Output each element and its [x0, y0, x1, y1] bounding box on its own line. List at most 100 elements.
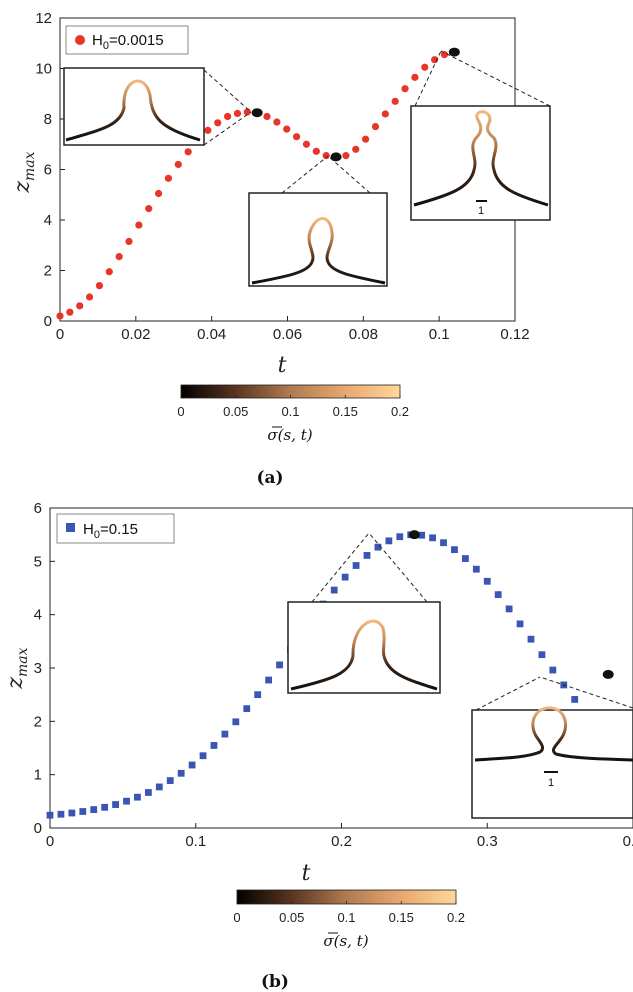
data-point — [462, 555, 469, 562]
data-point — [106, 268, 113, 275]
x-tick-label: 0.1 — [429, 326, 450, 343]
data-point — [342, 574, 349, 581]
data-point — [125, 238, 132, 245]
data-point — [331, 587, 338, 594]
colorbar-tick-label: 0.1 — [337, 910, 355, 925]
colorbar-label-a: σ(s, t) — [267, 426, 312, 444]
data-point — [178, 770, 185, 777]
y-tick-label: 4 — [34, 607, 42, 624]
x-tick-label: 0.12 — [500, 326, 529, 343]
colorbar-b: 0 0.05 0.1 0.15 0.2 σ(s, t) — [233, 890, 465, 950]
data-point — [263, 113, 270, 120]
y-tick-label: 3 — [34, 660, 42, 677]
x-tick-label: 0.3 — [477, 833, 498, 850]
data-point — [528, 636, 535, 643]
data-point — [232, 718, 239, 725]
data-point — [254, 691, 261, 698]
data-point — [539, 651, 546, 658]
data-point — [549, 667, 556, 674]
data-point — [517, 620, 524, 627]
data-point — [429, 534, 436, 541]
x-tick-label: 0.08 — [349, 326, 378, 343]
highlighted-point — [331, 152, 342, 161]
data-point — [155, 190, 162, 197]
y-tick-label: 0 — [34, 820, 42, 837]
data-point — [440, 539, 447, 546]
data-point — [204, 127, 211, 134]
data-point — [506, 606, 513, 613]
colorbar-tick-label: 0.2 — [391, 404, 409, 419]
data-point — [362, 136, 369, 143]
data-point — [234, 110, 241, 117]
inset-shape-b2: 1 — [472, 708, 633, 818]
data-point — [372, 123, 379, 130]
y-tick-label: 6 — [34, 500, 42, 517]
data-point — [86, 293, 93, 300]
panel-b: 0 0.1 0.2 0.3 0.4 0 1 2 3 4 5 6 H0=0.15 t zmax — [3, 500, 633, 992]
scale-bar-label-a: 1 — [478, 205, 484, 217]
y-tick-label: 8 — [44, 111, 52, 128]
data-point — [90, 806, 97, 813]
data-point — [243, 705, 250, 712]
data-point — [451, 546, 458, 553]
data-point — [101, 804, 108, 811]
data-point — [222, 731, 229, 738]
y-tick-label: 2 — [34, 713, 42, 730]
data-point — [385, 537, 392, 544]
data-point — [484, 578, 491, 585]
data-point — [76, 302, 83, 309]
colorbar-tick-label: 0.15 — [333, 404, 358, 419]
colorbar-a: 0 0.05 0.1 0.15 0.2 σ(s, t) — [177, 385, 409, 444]
panel-label-a: (a) — [256, 468, 283, 488]
data-point — [56, 312, 63, 319]
data-point — [313, 148, 320, 155]
data-point — [167, 777, 174, 784]
inset-shape-a1 — [64, 68, 204, 145]
y-tick-label: 12 — [35, 10, 52, 27]
data-point — [364, 552, 371, 559]
data-point — [441, 51, 448, 58]
x-tick-label: 0.1 — [185, 833, 206, 850]
svg-text:zmax: zmax — [3, 647, 31, 689]
inset-shape-a3: 1 — [411, 106, 550, 220]
data-point — [200, 752, 207, 759]
data-point — [96, 282, 103, 289]
data-point — [273, 118, 280, 125]
data-point — [224, 113, 231, 120]
data-point — [392, 98, 399, 105]
y-tick-label: 0 — [44, 313, 52, 330]
data-point — [189, 762, 196, 769]
data-point — [396, 533, 403, 540]
data-point — [276, 662, 283, 669]
y-tick-label: 1 — [34, 767, 42, 784]
data-point — [303, 141, 310, 148]
data-point — [571, 696, 578, 703]
colorbar-tick-label: 0 — [177, 404, 184, 419]
data-point — [283, 126, 290, 133]
highlighted-point — [252, 108, 263, 117]
legend-marker-b — [66, 523, 75, 532]
x-tick-label: 0.4 — [623, 833, 633, 850]
data-point — [401, 85, 408, 92]
legend-a: H0=0.0015 — [66, 26, 188, 54]
data-point — [265, 677, 272, 684]
inset-shape-a2 — [249, 193, 387, 286]
scale-bar-label-b: 1 — [548, 777, 554, 789]
y-axis-label-a: zmax — [10, 151, 38, 193]
x-tick-label: 0.2 — [331, 833, 352, 850]
colorbar-tick-label: 0.15 — [389, 910, 414, 925]
y-tick-label: 4 — [44, 212, 52, 229]
colorbar-tick-label: 0.1 — [281, 404, 299, 419]
legend-marker-a — [75, 35, 85, 45]
data-point — [123, 798, 130, 805]
data-point — [421, 64, 428, 71]
legend-b: H0=0.15 — [57, 514, 174, 543]
data-point — [352, 146, 359, 153]
data-point — [175, 161, 182, 168]
data-point — [112, 801, 119, 808]
data-point — [473, 566, 480, 573]
x-tick-label: 0.02 — [121, 326, 150, 343]
data-point — [293, 133, 300, 140]
data-point — [116, 253, 123, 260]
